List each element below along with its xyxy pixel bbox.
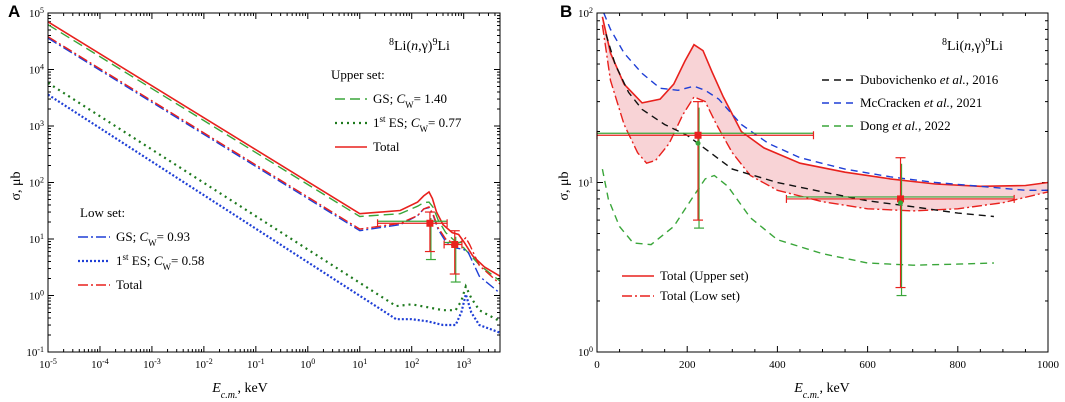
data-point-1 <box>376 211 448 261</box>
ref-legend-entry-1: Dubovichenko et al., 2016 <box>822 72 999 87</box>
tick-label: 100 <box>29 288 44 303</box>
panel-a-plot: 10-5 10-4 10-3 10-2 10-1 100 101 102 103 10-1 100 1… <box>26 6 501 372</box>
total-legend-entry-1: Total (Upper set) <box>622 268 749 283</box>
panel-b-legend: Dubovichenko et al., 2016 McCracken et al… <box>622 72 999 303</box>
svg-text:GS; CW= 1.40: GS; CW= 1.40 <box>373 91 447 110</box>
low-legend-entry-2: 1st ES; CW= 0.58 <box>78 252 204 272</box>
panel-b-reaction-label: 8Li(n,γ)9Li <box>942 37 1003 55</box>
svg-text:McCracken et al., 2021: McCracken et al., 2021 <box>860 95 982 110</box>
tick-label: 10-1 <box>26 345 44 360</box>
tick-label: 103 <box>29 119 44 134</box>
svg-text:8Li(n,γ)9Li: 8Li(n,γ)9Li <box>389 37 450 55</box>
upper-legend-entry-2: 1st ES; CW= 0.77 <box>335 114 462 134</box>
panel-b-plot: 0 200 400 600 800 1000 100 101 102 <box>578 6 1060 372</box>
ref-legend-entry-3: Dong et al., 2022 <box>822 118 951 133</box>
panel-b-x-axis-label: Ec.m., keV <box>793 381 850 401</box>
series-low_es <box>48 93 500 334</box>
svg-text:1st ES; CW= 0.58: 1st ES; CW= 0.58 <box>116 252 204 272</box>
tick-label: 10-3 <box>143 357 161 372</box>
tick-label: 102 <box>29 175 44 190</box>
low-legend-entry-1: GS; CW= 0.93 <box>78 229 190 248</box>
series-upper_gs <box>48 24 500 282</box>
tick-label: 0 <box>594 359 600 371</box>
svg-text:GS; CW= 0.93: GS; CW= 0.93 <box>116 229 190 248</box>
svg-text:Dubovichenko et al., 2016: Dubovichenko et al., 2016 <box>860 72 999 87</box>
series-upper_es <box>48 81 500 323</box>
panel-a-y-axis-label: σ, μb <box>9 171 24 200</box>
panel-b-band <box>602 16 1048 211</box>
legend-title-upper: Upper set: <box>331 67 385 82</box>
series-low_total <box>48 36 500 285</box>
svg-text:8Li(n,γ)9Li: 8Li(n,γ)9Li <box>942 37 1003 55</box>
legend-title-low: Low set: <box>80 205 125 220</box>
svg-text:Total: Total <box>116 277 143 292</box>
tick-label: 101 <box>29 232 44 247</box>
tick-label: 200 <box>679 359 696 371</box>
tick-label: 800 <box>950 359 967 371</box>
svg-text:Total (Upper set): Total (Upper set) <box>660 268 749 283</box>
tick-label: 10-5 <box>39 357 57 372</box>
tick-label: 102 <box>578 6 593 21</box>
tick-label: 101 <box>578 175 593 190</box>
tick-label: 10-2 <box>195 357 213 372</box>
panel-a: A 10-5 10-4 10-3 10-2 10-1 100 101 102 10310-110… <box>8 2 501 401</box>
panel-label-b: B <box>560 2 572 21</box>
uncertainty-band <box>602 16 1048 211</box>
tick-label: 10-4 <box>91 357 109 372</box>
panel-b-y-axis-label: σ, μb <box>557 171 572 200</box>
total-legend-entry-2: Total (Low set) <box>622 288 740 303</box>
panel-b-frame <box>596 12 1049 353</box>
panel-a-reaction-label: 8Li(n,γ)9Li <box>389 37 450 55</box>
upper-legend-entry-3: Total <box>335 139 400 154</box>
series-upper_total_b <box>601 16 1048 188</box>
data-point-2 <box>443 230 463 283</box>
tick-label: 10-1 <box>247 357 265 372</box>
ref-legend-entry-2: McCracken et al., 2021 <box>822 95 982 110</box>
svg-text:Dong et al., 2022: Dong et al., 2022 <box>860 118 951 133</box>
svg-text:Total: Total <box>373 139 400 154</box>
low-legend-entry-3: Total <box>78 277 143 292</box>
tick-label: 102 <box>404 357 419 372</box>
tick-label: 100 <box>300 357 315 372</box>
panel-label-a: A <box>8 2 20 21</box>
panel-b: B 0 200 400 600 800 1000 100 101 102 8Li(n,γ)9Li… <box>557 2 1060 401</box>
tick-label: 100 <box>578 345 593 360</box>
series-dubovichenko <box>605 33 994 218</box>
tick-label: 103 <box>456 357 471 372</box>
svg-text:1st ES; CW= 0.77: 1st ES; CW= 0.77 <box>373 114 462 134</box>
upper-legend-entry-1: GS; CW= 1.40 <box>335 91 447 110</box>
tick-label: 104 <box>29 62 44 77</box>
panel-a-legend: Upper set: GS; CW= 1.40 1st ES; CW= 0.77 To… <box>78 67 462 292</box>
series-dong <box>601 168 994 266</box>
tick-label: 105 <box>29 6 44 21</box>
tick-label: 600 <box>859 359 876 371</box>
tick-label: 1000 <box>1037 359 1060 371</box>
series-low_total_b <box>601 24 1048 212</box>
data-point-2 <box>785 157 1015 297</box>
series-upper_total <box>48 21 500 277</box>
tick-label: 101 <box>352 357 367 372</box>
data-point-1 <box>596 101 815 229</box>
panel-a-frame <box>47 12 501 353</box>
panel-a-x-axis-label: Ec.m., keV <box>211 381 268 401</box>
svg-text:Total (Low set): Total (Low set) <box>660 288 740 303</box>
tick-label: 400 <box>769 359 786 371</box>
